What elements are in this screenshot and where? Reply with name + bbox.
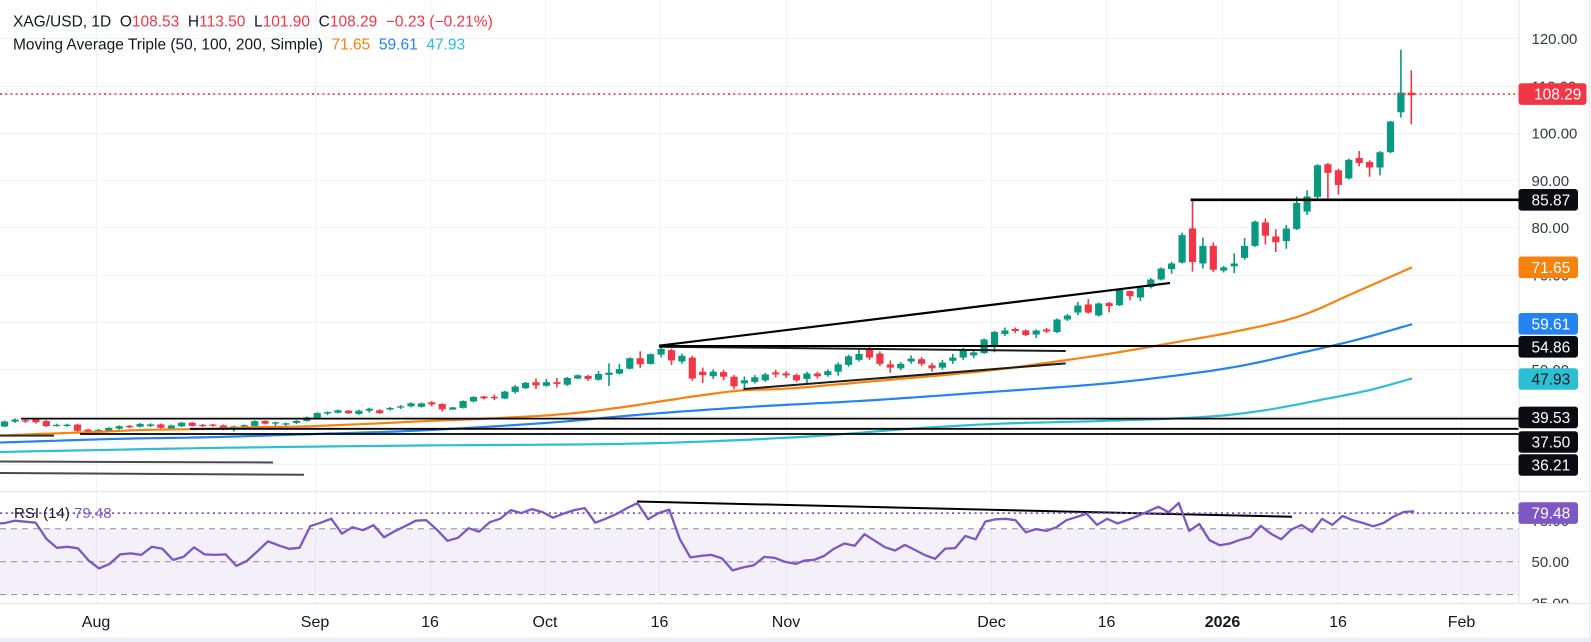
svg-text:47.93: 47.93	[1532, 372, 1571, 389]
svg-text:Sep: Sep	[301, 614, 330, 631]
svg-text:90.00: 90.00	[1532, 173, 1570, 190]
svg-text:54.86: 54.86	[1532, 339, 1571, 356]
svg-text:Dec: Dec	[977, 614, 1005, 631]
svg-text:108.29: 108.29	[1534, 87, 1581, 104]
svg-text:85.87: 85.87	[1532, 192, 1571, 209]
svg-text:120.00: 120.00	[1532, 31, 1578, 48]
svg-text:Oct: Oct	[533, 614, 558, 631]
svg-text:2026: 2026	[1205, 614, 1241, 631]
svg-text:XAG/USD, 1D O108.53 H113.50: XAG/USD, 1D O108.53 H113.50 L101.90 C108…	[13, 14, 493, 31]
svg-text:16: 16	[1098, 614, 1116, 631]
svg-text:37.50: 37.50	[1532, 435, 1571, 452]
svg-text:80.00: 80.00	[1532, 220, 1570, 237]
svg-text:71.65: 71.65	[1532, 260, 1571, 277]
svg-text:79.48: 79.48	[1532, 506, 1571, 523]
svg-text:36.21: 36.21	[1532, 458, 1571, 475]
svg-text:50.00: 50.00	[1532, 554, 1570, 571]
svg-text:16: 16	[651, 614, 669, 631]
svg-text:59.61: 59.61	[1532, 316, 1571, 333]
svg-text:100.00: 100.00	[1532, 126, 1578, 143]
svg-text:RSI (14) 79.48: RSI (14) 79.48	[14, 505, 112, 522]
svg-text:16: 16	[421, 614, 439, 631]
svg-text:Nov: Nov	[772, 614, 800, 631]
svg-text:Feb: Feb	[1448, 614, 1476, 631]
svg-text:Aug: Aug	[82, 614, 110, 631]
svg-text:16: 16	[1329, 614, 1347, 631]
svg-text:39.53: 39.53	[1532, 410, 1571, 427]
svg-text:Moving Average Triple (50, 100: Moving Average Triple (50, 100, 200, Sim…	[13, 37, 465, 54]
